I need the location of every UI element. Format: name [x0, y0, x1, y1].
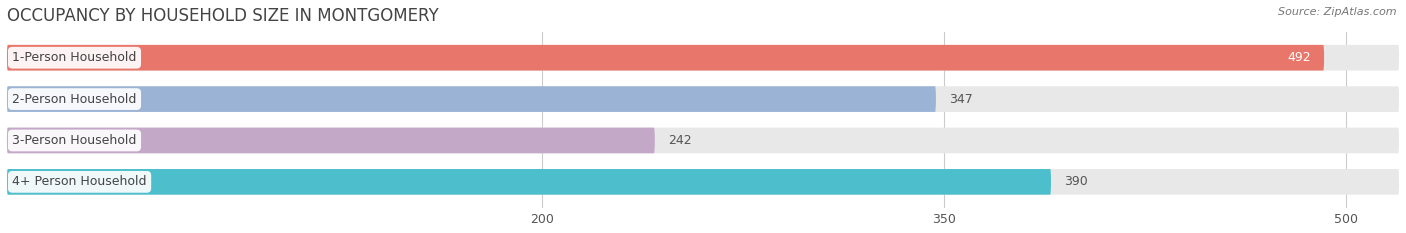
Text: 1-Person Household: 1-Person Household — [13, 51, 136, 64]
FancyBboxPatch shape — [7, 45, 1324, 71]
FancyBboxPatch shape — [7, 86, 936, 112]
Text: 4+ Person Household: 4+ Person Household — [13, 175, 146, 188]
FancyBboxPatch shape — [7, 45, 1399, 71]
Text: 242: 242 — [668, 134, 692, 147]
FancyBboxPatch shape — [7, 128, 1399, 153]
Text: 2-Person Household: 2-Person Household — [13, 93, 136, 106]
FancyBboxPatch shape — [7, 86, 1399, 112]
FancyBboxPatch shape — [7, 169, 1399, 195]
Text: 3-Person Household: 3-Person Household — [13, 134, 136, 147]
Text: 390: 390 — [1064, 175, 1088, 188]
Text: 492: 492 — [1286, 51, 1310, 64]
Text: Source: ZipAtlas.com: Source: ZipAtlas.com — [1278, 7, 1396, 17]
FancyBboxPatch shape — [7, 169, 1052, 195]
Text: OCCUPANCY BY HOUSEHOLD SIZE IN MONTGOMERY: OCCUPANCY BY HOUSEHOLD SIZE IN MONTGOMER… — [7, 7, 439, 25]
Text: 347: 347 — [949, 93, 973, 106]
FancyBboxPatch shape — [7, 128, 655, 153]
